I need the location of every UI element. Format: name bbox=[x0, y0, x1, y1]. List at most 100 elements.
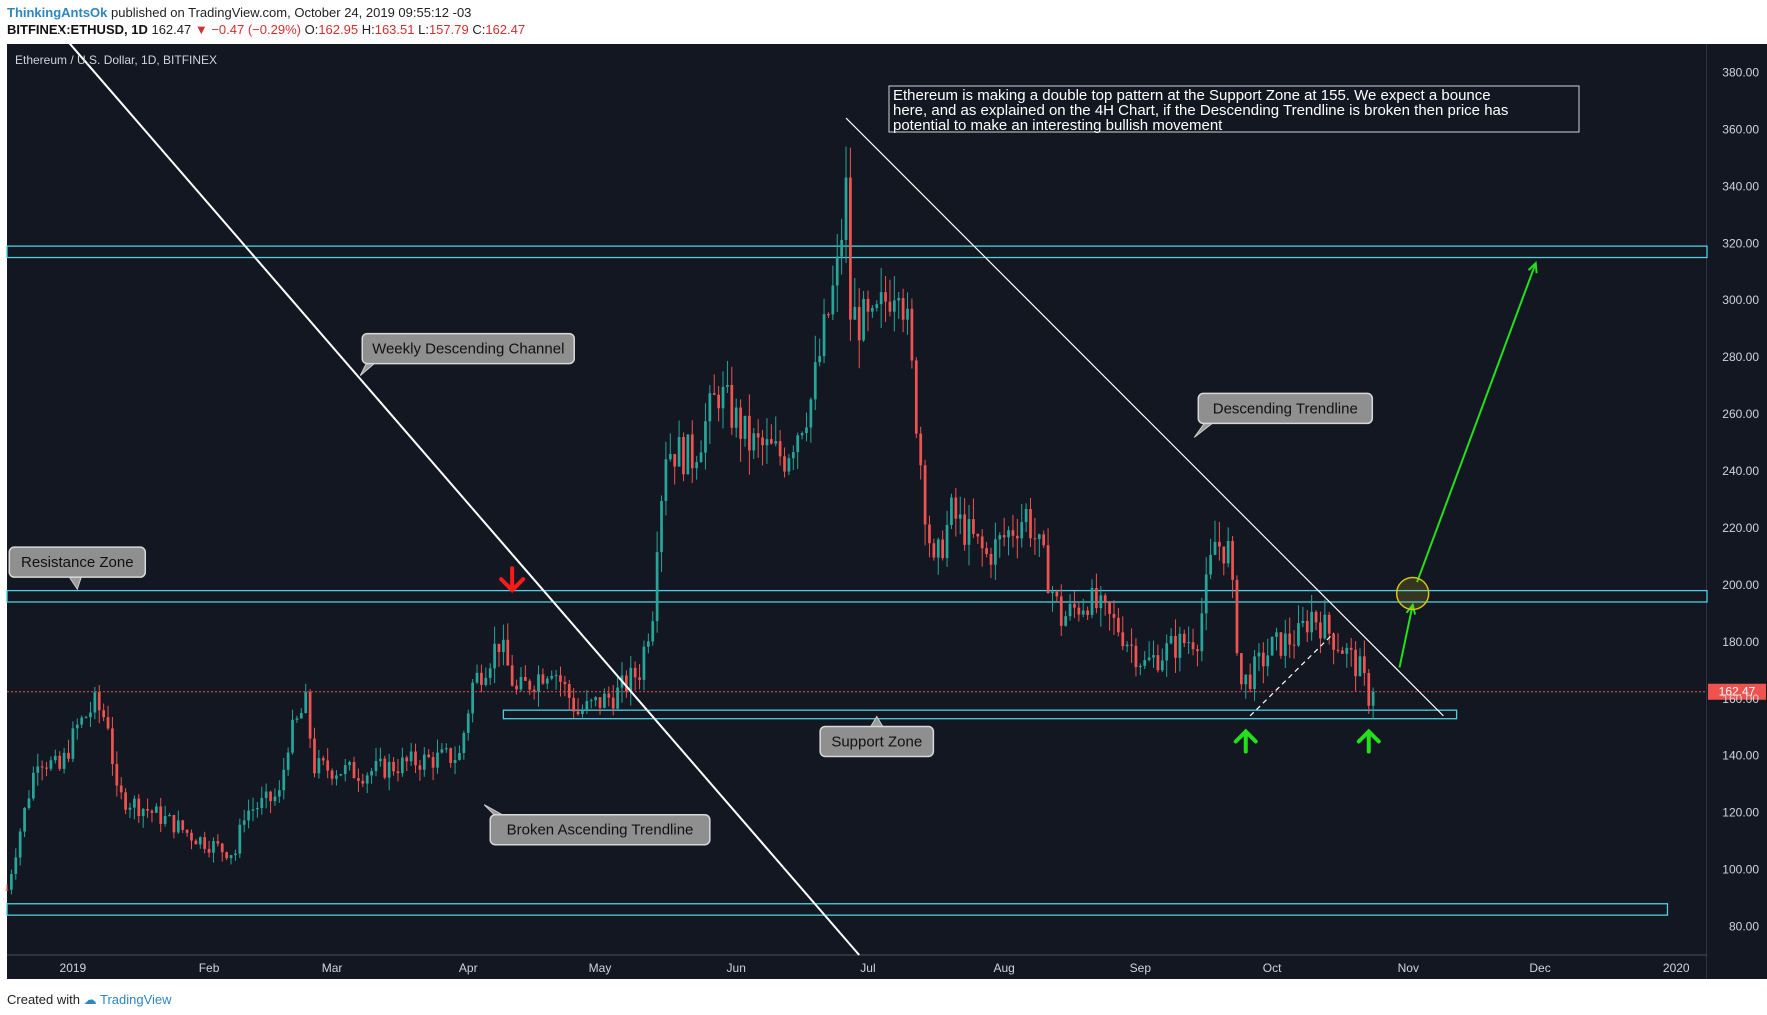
up-arrow-icon[interactable] bbox=[1356, 728, 1381, 754]
candle-body bbox=[528, 680, 532, 690]
candle-body bbox=[185, 829, 189, 833]
candle-body bbox=[576, 711, 580, 715]
candle-body bbox=[603, 693, 606, 708]
candle-body bbox=[668, 454, 672, 460]
candle-body bbox=[392, 761, 395, 772]
candle-body bbox=[1068, 603, 1072, 617]
candle-body bbox=[1077, 607, 1081, 615]
candle-body bbox=[585, 701, 589, 711]
candle-body bbox=[1178, 633, 1182, 658]
y-tick-label: 360.00 bbox=[1722, 122, 1759, 136]
candle-body bbox=[1051, 591, 1054, 594]
tradingview-logo[interactable]: ☁ TradingView bbox=[83, 992, 172, 1007]
candle-body bbox=[721, 386, 725, 409]
candle-body bbox=[251, 809, 255, 811]
candle-body bbox=[1345, 647, 1349, 654]
candle-body bbox=[1288, 633, 1292, 645]
candle-body bbox=[941, 539, 945, 559]
candle-body bbox=[1112, 613, 1116, 618]
candle-body bbox=[1231, 540, 1234, 580]
candle-body bbox=[866, 298, 870, 312]
zone-lower-zone[interactable] bbox=[6, 903, 1669, 916]
candle-body bbox=[1270, 636, 1274, 656]
candle-body bbox=[950, 497, 953, 525]
callout-resistance-zone[interactable]: Resistance Zone bbox=[8, 546, 147, 591]
callout-support-zone[interactable]: Support Zone bbox=[819, 715, 935, 758]
candle-body bbox=[1081, 610, 1085, 615]
candle-body bbox=[844, 177, 848, 240]
candle-body bbox=[1301, 620, 1305, 624]
close-label: C: bbox=[472, 22, 486, 37]
callout-descending-trendline[interactable]: Descending Trendline bbox=[1193, 392, 1374, 438]
candle-body bbox=[198, 837, 202, 845]
candle-body bbox=[717, 394, 720, 409]
candle-body bbox=[769, 439, 773, 444]
candle-body bbox=[181, 820, 185, 830]
candle-body bbox=[550, 675, 554, 679]
breakout-circle[interactable] bbox=[1395, 576, 1430, 611]
candle-body bbox=[1090, 587, 1094, 615]
line-rising-dashed[interactable] bbox=[1249, 632, 1335, 717]
candle-body bbox=[277, 790, 281, 797]
callout-label: Broken Ascending Trendline bbox=[507, 822, 694, 839]
candle-body bbox=[712, 393, 716, 395]
candle-body bbox=[589, 700, 593, 702]
x-tick-label: Feb bbox=[199, 961, 220, 975]
candle-body bbox=[97, 692, 101, 711]
x-tick-label: Sep bbox=[1130, 961, 1152, 975]
footer: Created with ☁ TradingView bbox=[7, 992, 172, 1008]
candle-body bbox=[317, 758, 321, 774]
candle-body bbox=[242, 820, 246, 825]
author-link[interactable]: ThinkingAntsOk bbox=[7, 5, 108, 20]
candle-body bbox=[1073, 603, 1076, 608]
last-price-tag bbox=[1708, 683, 1766, 700]
candle-body bbox=[581, 710, 584, 715]
candle-body bbox=[708, 393, 712, 422]
line-weekly-descending-channel[interactable] bbox=[54, 26, 860, 956]
candle-body bbox=[431, 757, 435, 768]
candle-body bbox=[1130, 644, 1133, 646]
up-arrow-icon[interactable] bbox=[1233, 728, 1258, 754]
candle-body bbox=[695, 462, 699, 469]
candle-body bbox=[299, 712, 303, 719]
candle-body bbox=[726, 384, 729, 387]
zone-support-zone[interactable] bbox=[502, 709, 1458, 720]
candle-body bbox=[1323, 614, 1327, 639]
price-axis bbox=[1707, 44, 1767, 979]
candle-body bbox=[453, 759, 457, 763]
candle-body bbox=[1156, 655, 1160, 671]
y-tick-label: 120.00 bbox=[1722, 806, 1759, 820]
line-descending-trendline[interactable] bbox=[845, 117, 1444, 717]
line-projection-long[interactable] bbox=[1416, 262, 1537, 583]
candle-body bbox=[128, 807, 132, 810]
candle-body bbox=[49, 760, 53, 769]
last-price: 162.47 bbox=[151, 22, 192, 37]
candle-body bbox=[985, 548, 988, 554]
candle-body bbox=[871, 307, 874, 312]
zone-top-resistance[interactable] bbox=[6, 245, 1708, 259]
down-arrow-icon[interactable] bbox=[499, 566, 526, 594]
candle-body bbox=[159, 806, 163, 824]
candle-body bbox=[1240, 653, 1243, 685]
candle-body bbox=[783, 456, 786, 472]
candle-body bbox=[739, 407, 742, 439]
candle-body bbox=[655, 552, 659, 622]
candle-body bbox=[1020, 522, 1024, 539]
y-tick-label: 220.00 bbox=[1722, 521, 1759, 535]
candle-body bbox=[207, 848, 211, 853]
callout-broken-ascending-trendline[interactable]: Broken Ascending Trendline bbox=[483, 804, 711, 846]
candle-body bbox=[967, 519, 971, 545]
callout-weekly-descending-channel[interactable]: Weekly Descending Channel bbox=[359, 332, 575, 376]
candle-body bbox=[282, 769, 286, 791]
x-tick-label: Jun bbox=[727, 961, 746, 975]
candle-body bbox=[537, 674, 540, 692]
candle-body bbox=[339, 774, 343, 776]
candle-body bbox=[791, 452, 795, 459]
zone-resistance-zone[interactable] bbox=[6, 589, 1708, 603]
candle-body bbox=[563, 681, 567, 685]
line-projection-short[interactable] bbox=[1398, 604, 1414, 668]
candle-body bbox=[1182, 633, 1186, 644]
candle-body bbox=[1371, 691, 1375, 706]
candle-body bbox=[998, 535, 1002, 540]
